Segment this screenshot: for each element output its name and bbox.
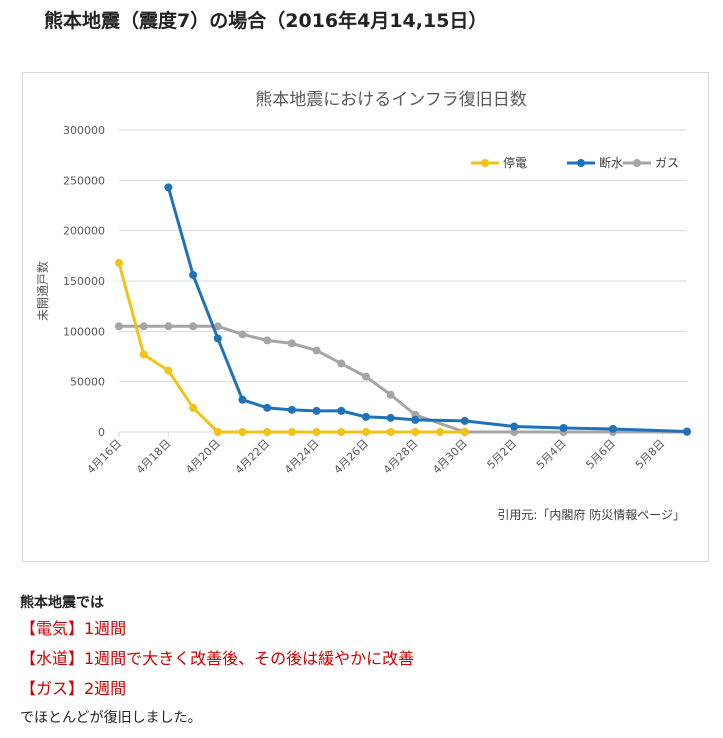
data-point	[337, 406, 346, 415]
data-point	[337, 359, 346, 368]
data-point	[263, 336, 272, 345]
data-point	[386, 413, 395, 422]
summary-intro: 熊本地震では	[20, 595, 104, 611]
data-point	[189, 322, 198, 331]
x-tick-label: 5月6日	[583, 437, 618, 472]
data-point	[263, 403, 272, 412]
legend-swatch-marker	[481, 159, 489, 167]
data-point	[164, 322, 173, 331]
data-point	[683, 427, 691, 436]
legend-label: 断水	[599, 155, 623, 170]
infrastructure-recovery-chart: 熊本地震におけるインフラ復旧日数 0 50000 100000 150000 200000…	[35, 90, 691, 522]
chart-title: 熊本地震におけるインフラ復旧日数	[255, 90, 527, 110]
y-tick-label: 300000	[63, 124, 105, 137]
y-tick-label: 0	[98, 426, 105, 439]
data-point	[337, 428, 346, 436]
y-tick-label: 50000	[70, 376, 105, 389]
x-tick-label: 4月16日	[85, 437, 125, 477]
data-point	[213, 428, 222, 436]
data-point	[263, 428, 272, 436]
data-point	[287, 339, 296, 348]
summary-closing: でほとんどが復旧しました。	[20, 710, 202, 726]
y-tick-label: 200000	[63, 225, 105, 238]
summary-gas: 【ガス】2週間	[20, 679, 127, 698]
data-point	[287, 428, 296, 436]
x-tick-label: 5月8日	[633, 437, 668, 472]
series-line	[117, 324, 689, 434]
y-axis-label: 未開通戸数	[35, 261, 50, 321]
data-point	[164, 366, 173, 375]
chart-container: 熊本地震におけるインフラ復旧日数 0 50000 100000 150000 200000…	[22, 72, 709, 562]
data-point	[312, 406, 321, 415]
page-heading: 熊本地震（震度7）の場合（2016年4月14,15日）	[44, 10, 488, 32]
x-tick-label: 5月2日	[485, 437, 520, 472]
data-point	[115, 258, 123, 267]
data-point	[436, 428, 445, 436]
data-point	[510, 422, 519, 431]
legend-label: ガス	[655, 156, 679, 170]
x-tick-label: 4月30日	[430, 437, 470, 477]
series-line	[166, 185, 689, 433]
data-point	[115, 322, 123, 331]
data-point	[361, 428, 370, 436]
source-note: 引用元:「内閣府 防災情報ページ」	[497, 507, 685, 522]
data-point	[189, 403, 198, 412]
data-point	[411, 415, 420, 424]
data-point	[213, 322, 222, 331]
y-tick-label: 150000	[63, 275, 105, 288]
data-point	[238, 428, 247, 436]
x-tick-label: 4月18日	[134, 437, 174, 477]
legend-label: 停電	[503, 155, 527, 170]
data-point	[460, 416, 469, 425]
x-tick-label: 4月28日	[381, 437, 421, 477]
data-point	[386, 390, 395, 399]
legend-swatch-marker	[633, 159, 641, 167]
data-point	[164, 183, 173, 192]
data-point	[361, 372, 370, 381]
data-point	[139, 350, 148, 359]
y-tick-label: 250000	[63, 174, 105, 187]
data-point	[386, 428, 395, 436]
legend-swatch-marker	[577, 159, 585, 167]
x-tick-label: 4月20日	[183, 437, 223, 477]
summary-water: 【水道】1週間で大きく改善後、その後は緩やかに改善	[20, 649, 415, 668]
data-point	[411, 428, 420, 436]
summary-text: 熊本地震では 【電気】1週間 【水道】1週間で大きく改善後、その後は緩やかに改善…	[20, 592, 414, 732]
data-point	[238, 395, 247, 404]
data-point	[510, 428, 519, 436]
data-point	[312, 346, 321, 355]
y-tick-label: 100000	[63, 325, 105, 338]
summary-electricity: 【電気】1週間	[20, 619, 127, 638]
data-point	[287, 405, 296, 414]
data-point	[139, 322, 148, 331]
data-point	[361, 412, 370, 421]
data-point	[238, 330, 247, 339]
data-point	[213, 334, 222, 343]
x-tick-label: 4月26日	[331, 437, 371, 477]
x-tick-label: 5月4日	[534, 437, 569, 472]
data-point	[460, 428, 469, 436]
data-point	[608, 424, 617, 433]
x-tick-label: 4月24日	[282, 437, 322, 477]
data-point	[189, 270, 198, 279]
data-point	[559, 423, 568, 432]
data-point	[312, 428, 321, 436]
x-tick-label: 4月22日	[233, 437, 273, 477]
